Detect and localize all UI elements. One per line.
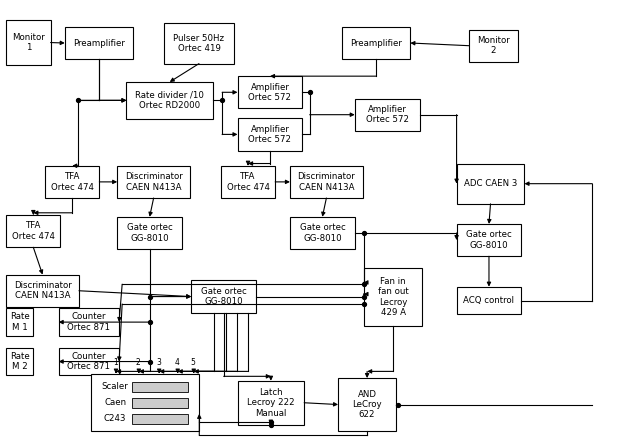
- Text: TFA
Ortec 474: TFA Ortec 474: [51, 172, 94, 192]
- Text: Amplifier
Ortec 572: Amplifier Ortec 572: [249, 125, 291, 144]
- Bar: [457, 164, 524, 204]
- Bar: [238, 381, 304, 425]
- Text: Scaler: Scaler: [102, 382, 128, 391]
- Text: Monitor
2: Monitor 2: [477, 36, 510, 56]
- Text: Counter
Ortec 871: Counter Ortec 871: [67, 352, 110, 371]
- Bar: [290, 217, 355, 249]
- Bar: [469, 30, 518, 62]
- Text: Discriminator
CAEN N413A: Discriminator CAEN N413A: [297, 172, 355, 192]
- Bar: [164, 23, 234, 64]
- Text: Pulser 50Hz
Ortec 419: Pulser 50Hz Ortec 419: [173, 34, 225, 53]
- Text: 5: 5: [191, 358, 196, 366]
- Bar: [342, 27, 410, 59]
- Bar: [65, 27, 133, 59]
- Bar: [59, 348, 119, 375]
- Text: Discriminator
CAEN N413A: Discriminator CAEN N413A: [125, 172, 183, 192]
- Text: Rate
M 2: Rate M 2: [10, 352, 30, 371]
- Bar: [132, 382, 189, 392]
- Bar: [457, 224, 521, 256]
- Text: Gate ortec
GG-8010: Gate ortec GG-8010: [201, 287, 247, 306]
- Bar: [6, 308, 33, 336]
- Text: Amplifier
Ortec 572: Amplifier Ortec 572: [249, 82, 291, 102]
- Text: Preamplifier: Preamplifier: [73, 39, 125, 47]
- Text: 1: 1: [113, 358, 118, 366]
- Bar: [117, 166, 190, 198]
- Bar: [91, 374, 199, 431]
- Bar: [6, 20, 51, 65]
- Text: C243: C243: [104, 414, 126, 423]
- Text: 3: 3: [156, 358, 161, 366]
- Text: AND
LeCroy
622: AND LeCroy 622: [352, 390, 382, 419]
- Text: ACQ control: ACQ control: [463, 296, 515, 305]
- Text: Latch
Lecroy 222
Manual: Latch Lecroy 222 Manual: [247, 388, 295, 418]
- Bar: [6, 275, 79, 307]
- Text: Gate ortec
GG-8010: Gate ortec GG-8010: [299, 223, 346, 243]
- Text: TFA
Ortec 474: TFA Ortec 474: [226, 172, 270, 192]
- Text: Fan in
fan out
Lecroy
429 A: Fan in fan out Lecroy 429 A: [378, 277, 408, 317]
- Text: Rate
M 1: Rate M 1: [10, 312, 30, 332]
- Text: 2: 2: [136, 358, 141, 366]
- Text: 4: 4: [175, 358, 180, 366]
- Bar: [6, 348, 33, 375]
- Text: Monitor
1: Monitor 1: [12, 33, 45, 52]
- Bar: [457, 287, 521, 314]
- Text: Gate ortec
GG-8010: Gate ortec GG-8010: [126, 223, 173, 243]
- Bar: [338, 378, 396, 431]
- Bar: [132, 414, 189, 424]
- Bar: [290, 166, 363, 198]
- Text: Counter
Ortec 871: Counter Ortec 871: [67, 312, 110, 332]
- Bar: [238, 76, 302, 108]
- Bar: [364, 268, 422, 326]
- Text: Discriminator
CAEN N413A: Discriminator CAEN N413A: [14, 281, 72, 301]
- Text: Rate divider /10
Ortec RD2000: Rate divider /10 Ortec RD2000: [135, 90, 204, 110]
- Bar: [126, 82, 213, 119]
- Text: TFA
Ortec 474: TFA Ortec 474: [12, 221, 55, 241]
- Bar: [6, 215, 60, 247]
- Bar: [59, 308, 119, 336]
- Bar: [221, 166, 275, 198]
- Text: Preamplifier: Preamplifier: [350, 39, 402, 47]
- Text: ADC CAEN 3: ADC CAEN 3: [464, 179, 517, 188]
- Text: Gate ortec
GG-8010: Gate ortec GG-8010: [466, 230, 512, 250]
- Text: Caen: Caen: [104, 398, 126, 407]
- Bar: [45, 166, 99, 198]
- Text: Amplifier
Ortec 572: Amplifier Ortec 572: [366, 105, 408, 125]
- Bar: [132, 398, 189, 408]
- Bar: [238, 118, 302, 151]
- Bar: [117, 217, 182, 249]
- Bar: [355, 99, 420, 131]
- Bar: [191, 280, 256, 313]
